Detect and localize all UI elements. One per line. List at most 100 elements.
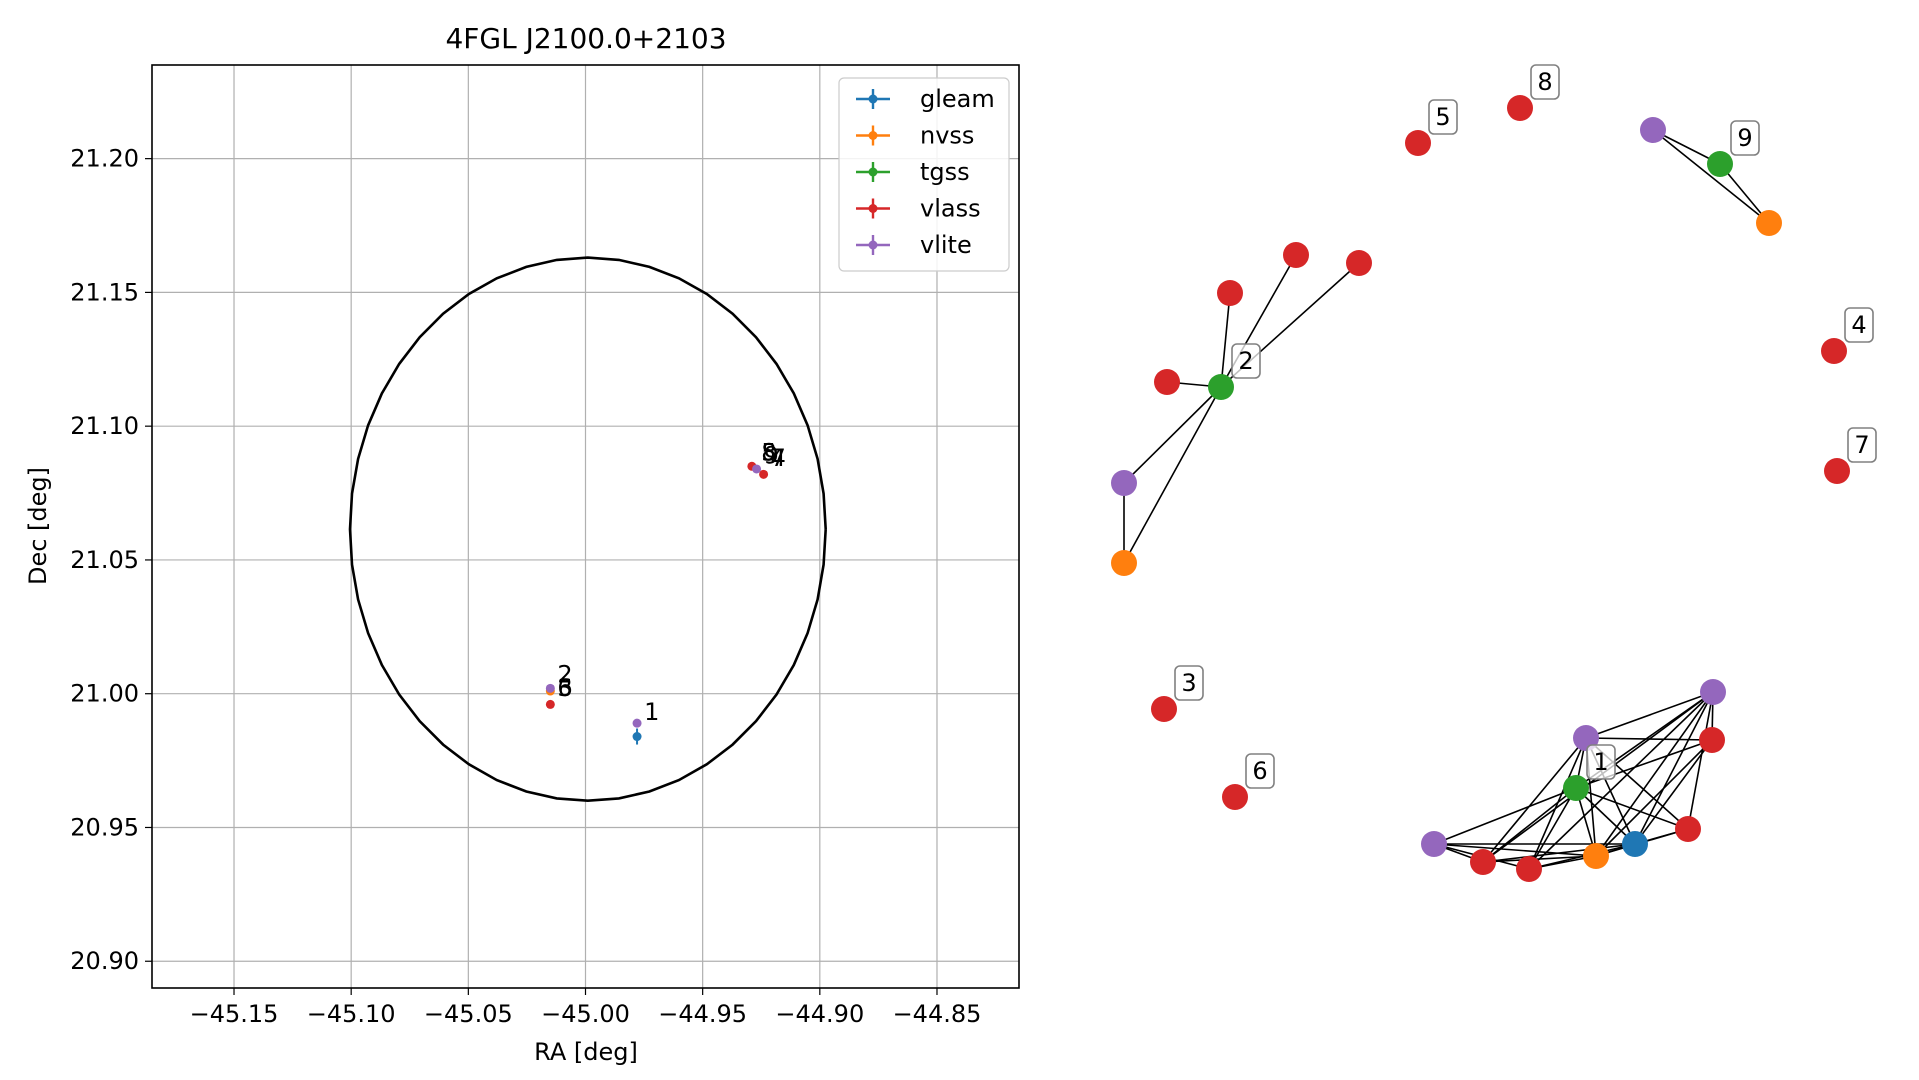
point-annotation: 8 <box>761 439 776 467</box>
legend-tgss-marker <box>868 167 878 177</box>
node-label-box <box>1530 64 1560 100</box>
point-annotation: 1 <box>644 698 659 726</box>
node-label-text: 7 <box>1854 431 1869 459</box>
network-edge <box>1220 292 1231 388</box>
y-axis-label: Dec [deg] <box>24 467 52 585</box>
network-node-vlass <box>1470 849 1496 875</box>
network-edge <box>1687 691 1714 830</box>
x-axis-label: RA [deg] <box>534 1038 638 1066</box>
node-label-text: 8 <box>1537 68 1552 96</box>
network-node-vlass <box>1151 696 1177 722</box>
vlite-point <box>545 683 555 693</box>
vlite-point <box>632 718 642 728</box>
network-edge <box>1595 691 1714 857</box>
legend-nvss-marker <box>868 131 878 140</box>
y-tick-label: 21.00 <box>70 680 139 708</box>
network-edge <box>1575 739 1713 789</box>
x-tick-label: −45.00 <box>541 1000 630 1028</box>
legend-entries: gleam nvss tgss vlass vlite <box>856 85 995 259</box>
network-edge <box>1123 386 1222 564</box>
legend-vlass-label: vlass <box>920 195 981 223</box>
legend-vlass-marker <box>868 204 878 213</box>
network-node-tgss <box>1208 374 1234 400</box>
x-tick-label: −45.10 <box>307 1000 396 1028</box>
network-edge <box>1482 855 1597 863</box>
network-edge <box>1575 787 1636 845</box>
node-label-text: 6 <box>1252 757 1267 785</box>
node-label-text: 4 <box>1851 311 1866 339</box>
x-tick-label: −45.05 <box>424 1000 513 1028</box>
node-label-box <box>1231 343 1261 379</box>
network-node-gleam <box>1622 831 1648 857</box>
network-node-nvss <box>1756 210 1782 236</box>
point-annotation: 2 <box>557 661 572 689</box>
node-label-text: 3 <box>1181 669 1196 697</box>
node-label-text: 2 <box>1238 347 1253 375</box>
network-edge <box>1433 787 1577 845</box>
localization-ellipse <box>348 256 827 803</box>
point-annotation: 5 <box>761 439 776 467</box>
network-node-vlass <box>1821 338 1847 364</box>
legend-vlite-marker <box>868 240 878 250</box>
network-node-vlass <box>1346 250 1372 276</box>
legend-box <box>838 77 1010 272</box>
network-node-nvss <box>1111 550 1137 576</box>
network-node-tgss <box>1563 775 1589 801</box>
y-tick-label: 20.95 <box>70 813 139 841</box>
vlass-point <box>759 469 769 479</box>
node-label-text: 5 <box>1435 103 1450 131</box>
network-edge <box>1652 129 1770 224</box>
network-node-vlite <box>1700 679 1726 705</box>
network-node-vlass <box>1222 784 1248 810</box>
x-tick-label: −44.90 <box>775 1000 864 1028</box>
grid-lines <box>152 65 1019 988</box>
network-edge <box>1585 691 1714 739</box>
node-label-text: 1 <box>1593 748 1608 776</box>
node-label-text: 9 <box>1737 124 1752 152</box>
scatter-panel: 4FGL J2100.0+2103 −45.15 −45.10 −45.05 −45.… <box>24 22 1020 1066</box>
legend-gleam-label: gleam <box>920 85 995 113</box>
y-tick-label: 21.10 <box>70 412 139 440</box>
node-label-box <box>1586 744 1616 780</box>
network-node-vlite <box>1640 117 1666 143</box>
y-tick-label: 20.90 <box>70 947 139 975</box>
node-label-box <box>1245 753 1275 789</box>
point-annotation: 7 <box>771 444 786 472</box>
network-node-vlass <box>1516 856 1542 882</box>
network-node-vlass <box>1699 727 1725 753</box>
network-node-vlass <box>1507 95 1533 121</box>
network-edge <box>1482 843 1636 863</box>
axes-frame <box>151 64 1020 989</box>
node-label-box <box>1844 307 1874 343</box>
network-edge <box>1123 386 1222 484</box>
legend-nvss-label: nvss <box>920 122 974 150</box>
points-layer <box>545 461 769 745</box>
node-label-box <box>1174 665 1204 701</box>
point-annotation: 6 <box>557 674 572 702</box>
network-edge <box>1634 739 1713 845</box>
circle-layer <box>348 256 827 803</box>
gleam-point <box>632 732 642 742</box>
network-panel: 1 2 9 3 4 5 6 7 8 <box>1111 64 1877 882</box>
node-label-box <box>1428 99 1458 135</box>
legend-gleam-marker <box>868 94 878 104</box>
network-nodes <box>1111 95 1850 882</box>
network-edge <box>1634 691 1714 845</box>
point-annotation: 3 <box>557 674 572 702</box>
network-node-vlass <box>1217 280 1243 306</box>
point-annotation: 9 <box>764 441 779 469</box>
network-edge <box>1575 787 1689 830</box>
network-node-vlass <box>1154 369 1180 395</box>
network-node-vlass <box>1824 458 1850 484</box>
network-edge <box>1433 843 1597 857</box>
network-node-vlite <box>1421 831 1447 857</box>
x-axis-ticks: −45.15 −45.10 −45.05 −45.00 −44.95 −44.90 −44.… <box>190 988 981 1028</box>
network-node-labels: 1 2 9 3 4 5 6 7 8 <box>1174 64 1877 789</box>
network-node-vlite <box>1111 470 1137 496</box>
network-edge <box>1482 737 1587 863</box>
legend-vlite-label: vlite <box>920 231 972 259</box>
x-tick-label: −45.15 <box>190 1000 279 1028</box>
network-node-vlass <box>1405 130 1431 156</box>
